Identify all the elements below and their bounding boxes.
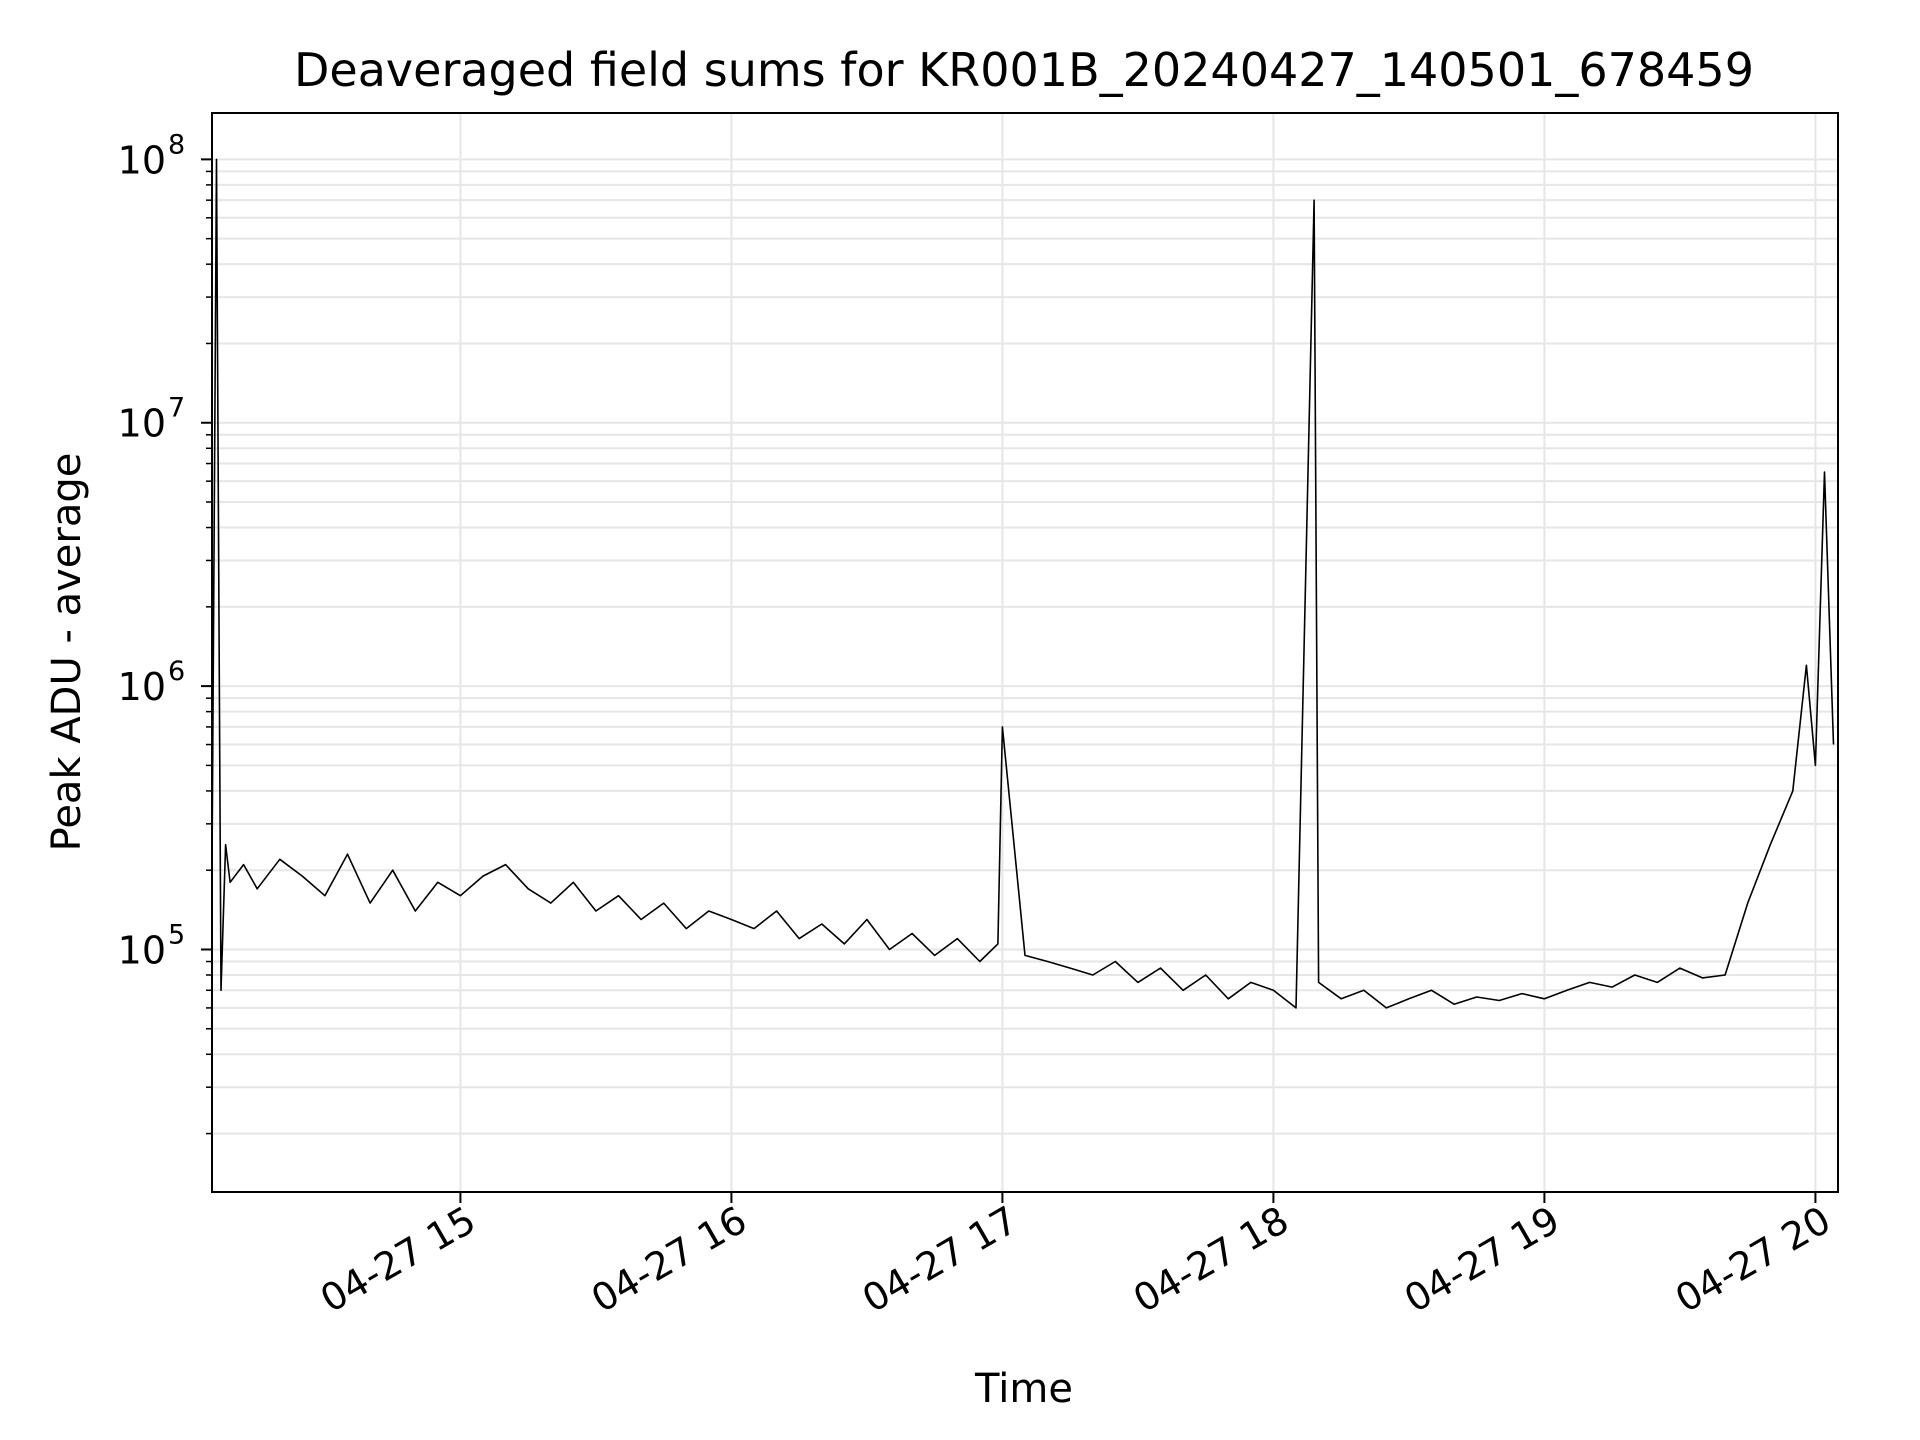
y-tick-exponent: 5 bbox=[168, 919, 185, 950]
grid bbox=[212, 113, 1838, 1192]
y-axis-label: Peak ADU - average bbox=[44, 453, 90, 852]
y-tick-exponent: 6 bbox=[168, 656, 185, 687]
plot-area bbox=[211, 158, 1835, 1009]
y-tick-label: 10 bbox=[118, 402, 166, 446]
chart-title: Deaveraged field sums for KR001B_2024042… bbox=[294, 43, 1754, 97]
y-tick-label: 10 bbox=[118, 665, 166, 709]
x-axis-label: Time bbox=[974, 1366, 1073, 1412]
y-tick-exponent: 7 bbox=[168, 393, 185, 424]
y-tick-label: 10 bbox=[118, 138, 166, 182]
y-tick-label: 10 bbox=[118, 928, 166, 972]
y-tick-exponent: 8 bbox=[168, 129, 185, 160]
plot-frame bbox=[211, 112, 1839, 1193]
series-line bbox=[211, 158, 1835, 1009]
